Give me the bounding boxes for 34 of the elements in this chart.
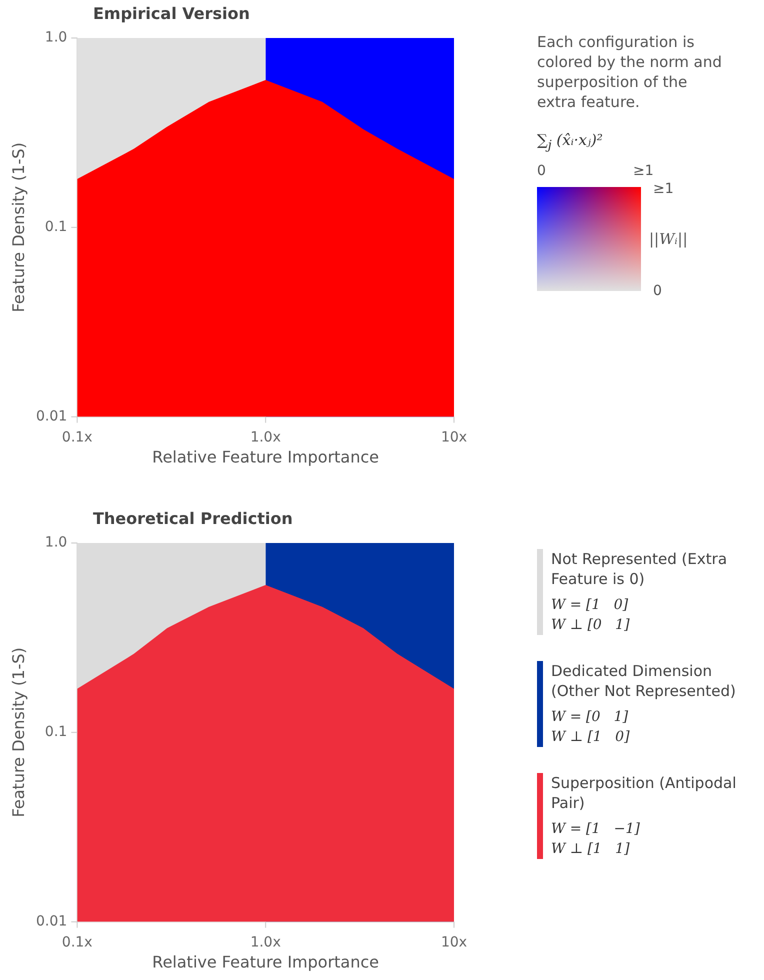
- text: W = [1 −1]: [551, 820, 641, 839]
- x-tick-label: 1.0x: [250, 934, 281, 950]
- x-tick-label: 1.0x: [250, 429, 281, 446]
- text: ≥1: [633, 162, 654, 181]
- x-tick-label: 0.1x: [62, 934, 92, 950]
- text: Not Represented (Extra Feature is 0): [551, 549, 728, 589]
- y-tick-label: 0.1: [44, 724, 68, 740]
- y-tick-label: 1.0: [44, 30, 68, 46]
- x-axis-title: Relative Feature Importance: [152, 952, 380, 972]
- chart-title: Empirical Version: [93, 4, 250, 23]
- y-axis-title: Feature Density (1-S): [8, 647, 28, 818]
- y-tick-label: 0.01: [36, 408, 68, 424]
- text: ||Wᵢ||: [649, 229, 688, 249]
- x-tick-label: 10x: [440, 934, 468, 950]
- text: W ⊥ [0 1]: [551, 616, 631, 635]
- text: Dedicated Dimension (Other Not Represented): [551, 661, 737, 701]
- text: Each configuration is colored by the norm and superposition of the extra feature.: [537, 32, 723, 112]
- y-tick-label: 0.01: [36, 913, 68, 930]
- text: ∑$_{j}$ (x̂ᵢ·xⱼ)²: [537, 130, 604, 154]
- text: W ⊥ [1 1]: [551, 840, 631, 859]
- x-axis-title: Relative Feature Importance: [152, 448, 380, 467]
- text: 0: [537, 162, 546, 181]
- text: 0: [653, 282, 662, 301]
- text: ≥1: [653, 180, 674, 199]
- text: W = [1 0]: [551, 596, 630, 615]
- y-axis-title: Feature Density (1-S): [8, 142, 28, 312]
- y-tick-label: 0.1: [44, 219, 68, 236]
- chart-title: Theoretical Prediction: [93, 509, 293, 528]
- x-tick-label: 10x: [440, 429, 468, 446]
- text: W = [0 1]: [551, 708, 630, 727]
- text: W ⊥ [1 0]: [551, 728, 631, 747]
- x-tick-label: 0.1x: [62, 429, 92, 446]
- y-tick-label: 1.0: [44, 534, 68, 551]
- text: Superposition (Antipodal Pair): [551, 773, 738, 813]
